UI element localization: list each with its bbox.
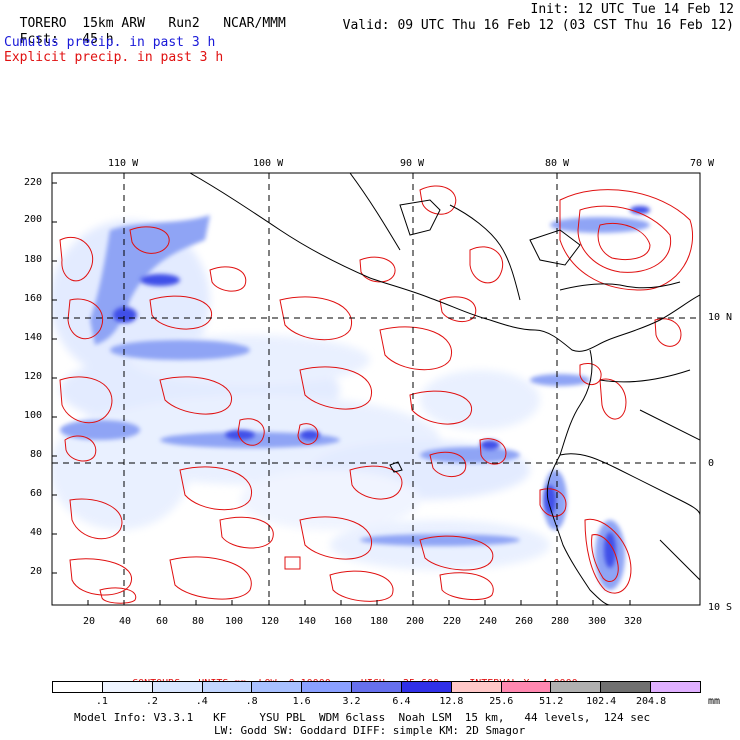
y-tick: 20 (30, 566, 43, 577)
y-tick: 120 (24, 371, 43, 382)
y-tick: 220 (24, 177, 43, 188)
x-tick: 200 (406, 616, 425, 627)
colorbar-swatch (252, 682, 303, 692)
fcst-label: Fcst: (19, 32, 59, 47)
colorbar-label: 3.2 (342, 696, 361, 707)
y-tick: 40 (30, 527, 43, 538)
y-tick: 160 (24, 293, 43, 304)
x-tick: 300 (588, 616, 607, 627)
lon-label-70w: 70 W (690, 158, 715, 169)
legend-explicit: Explicit precip. in past 3 h (4, 50, 224, 65)
latlon-grid (52, 173, 700, 605)
x-tick: 320 (624, 616, 643, 627)
model-info-line2: LW: Godd SW: Goddard DIFF: simple KM: 2D… (214, 724, 526, 737)
colorbar-swatch (102, 682, 153, 692)
x-tick: 80 (192, 616, 205, 627)
colorbar-swatch (551, 682, 602, 692)
axis-ticks (52, 182, 631, 605)
colorbar-label: .1 (95, 696, 108, 707)
run-name: Run2 (168, 16, 200, 31)
cumulus-precip-heavy (113, 206, 650, 568)
y-tick: 140 (24, 332, 43, 343)
x-tick: 120 (261, 616, 280, 627)
x-tick: 100 (225, 616, 244, 627)
organization: NCAR/MMM (223, 16, 286, 31)
legend-cumulus: Cumulus precip. in past 3 h (4, 35, 216, 50)
colorbar-label: .2 (145, 696, 158, 707)
init-time: Init: 12 UTC Tue 14 Feb 12 (530, 2, 735, 17)
y-tick: 200 (24, 214, 43, 225)
fcst-value: 45 h (82, 32, 114, 47)
lat-label-10n: 10 N (708, 312, 733, 323)
model-name: TORERO (19, 16, 67, 31)
colorbar-swatch (53, 682, 103, 692)
y-tick: 60 (30, 488, 43, 499)
x-tick: 260 (515, 616, 534, 627)
colorbar-swatch (651, 682, 700, 692)
colorbar-swatch (352, 682, 402, 692)
colorbar-label: .4 (195, 696, 208, 707)
x-tick: 180 (370, 616, 389, 627)
lon-label-90w: 90 W (400, 158, 425, 169)
colorbar-label: .8 (245, 696, 258, 707)
colorbar-label: 51.2 (539, 696, 564, 707)
colorbar-label: 204.8 (636, 696, 667, 707)
colorbar (52, 681, 701, 693)
x-tick: 240 (479, 616, 498, 627)
x-tick: 140 (298, 616, 317, 627)
colorbar-label: 6.4 (392, 696, 411, 707)
map-frame (51, 172, 701, 606)
valid-time: Valid: 09 UTC Thu 16 Feb 12 (03 CST Thu … (342, 18, 734, 33)
colorbar-swatch (302, 682, 353, 692)
x-tick: 40 (119, 616, 132, 627)
colorbar-swatch (152, 682, 203, 692)
colorbar-swatch (202, 682, 253, 692)
coastlines (189, 173, 700, 605)
colorbar-label: 1.6 (292, 696, 311, 707)
colorbar-label: 102.4 (586, 696, 617, 707)
colorbar-label: 25.6 (489, 696, 514, 707)
lon-label-110w: 110 W (108, 158, 139, 169)
colorbar-swatch (451, 682, 502, 692)
y-tick: 100 (24, 410, 43, 421)
colorbar-unit: mm (707, 696, 721, 707)
resolution: 15km ARW (82, 16, 145, 31)
colorbar-swatch (501, 682, 552, 692)
colorbar-swatch (601, 682, 652, 692)
x-tick: 280 (551, 616, 570, 627)
lon-label-80w: 80 W (545, 158, 570, 169)
lat-label-10s: 10 S (708, 602, 733, 613)
x-tick: 20 (83, 616, 96, 627)
model-info-line1: Model Info: V3.3.1 KF YSU PBL WDM 6class… (74, 711, 651, 724)
x-tick: 220 (443, 616, 462, 627)
forecast-hour: Fcst: 45 h (4, 19, 114, 47)
header-title-line: TORERO 15km ARW Run2 NCAR/MMM (4, 3, 286, 31)
x-tick: 160 (334, 616, 353, 627)
y-tick: 180 (24, 254, 43, 265)
explicit-precip-contours (59, 185, 694, 604)
colorbar-label: 12.8 (439, 696, 464, 707)
y-tick: 80 (30, 449, 43, 460)
cumulus-precip-light (52, 220, 550, 570)
lon-label-100w: 100 W (253, 158, 284, 169)
x-tick: 60 (156, 616, 169, 627)
lat-label-0: 0 (708, 458, 715, 469)
colorbar-swatch (401, 682, 452, 692)
